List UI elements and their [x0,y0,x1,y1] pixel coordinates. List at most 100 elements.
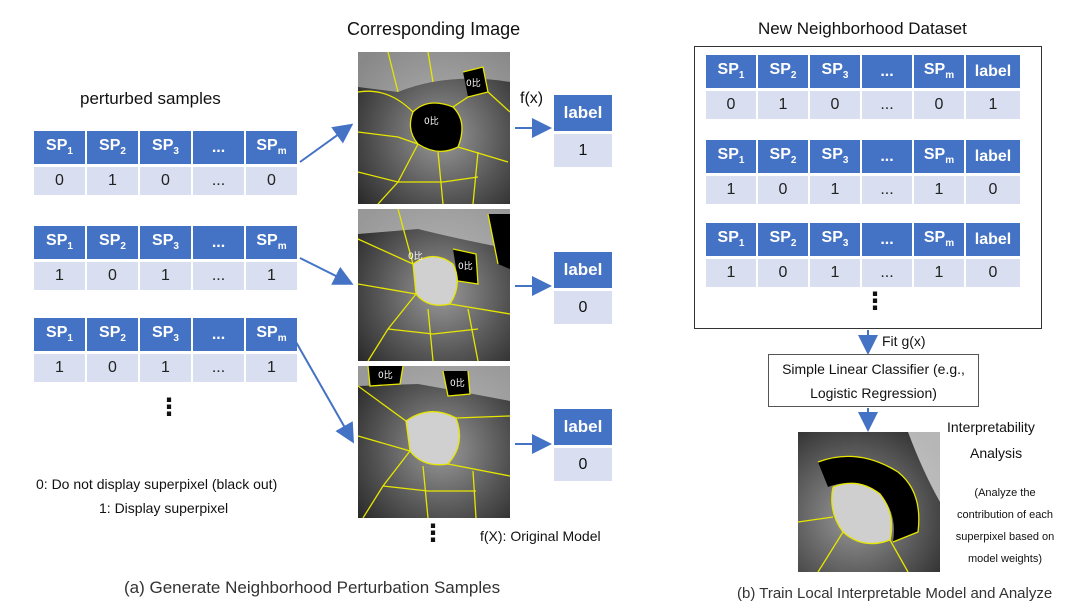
cell: 0 [706,88,756,119]
cell: ... [862,256,912,287]
cell: 0 [246,164,297,195]
cell: 0 [758,256,808,287]
label-header: label [554,409,612,445]
cell: 1 [140,259,191,290]
analysis-note-line: (Analyze the [974,487,1036,499]
cell: ... [862,88,912,119]
cell: 1 [246,259,297,290]
label-value: 0 [554,448,612,481]
cell: 1 [34,259,85,290]
fx-label: f(x) [520,90,544,107]
dataset-table-2: SP1 SP2 SP3 ... SPm label 1 0 1 ... 1 0 [704,140,1022,204]
cell: 1 [966,88,1020,119]
header-sp2: SP2 [758,223,808,256]
cell: 1 [810,256,860,287]
cell: ... [862,173,912,204]
header-sp3: SP3 [810,140,860,173]
legend-one: 1: Display superpixel [99,500,229,516]
cell: 1 [914,256,964,287]
image-mark: 0比 [424,115,439,127]
header-label: label [966,223,1020,256]
ct-image-1: 0比 0比 [358,52,510,204]
legend-zero: 0: Do not display superpixel (black out) [36,476,278,492]
header-spm: SPm [246,131,297,164]
perturbed-samples-title: perturbed samples [80,89,221,108]
header-ellipsis: ... [193,226,244,259]
image-mark: 0比 [450,377,465,389]
label-header: label [554,252,612,288]
header-ellipsis: ... [862,140,912,173]
header-spm: SPm [914,223,964,256]
cell: 0 [914,88,964,119]
analysis-note-line: contribution of each [956,509,1053,521]
header-sp2: SP2 [758,140,808,173]
image-mark: 0比 [408,250,423,262]
original-model-note: f(X): Original Model [480,528,601,544]
header-sp2: SP2 [87,226,138,259]
header-label: label [966,55,1020,88]
cell: 1 [810,173,860,204]
perturbed-sample-table-1: SP1 SP2 SP3 ... SPm 0 1 0 ... 0 [32,131,299,195]
cell: ... [193,164,244,195]
cell: 0 [140,164,191,195]
header-sp1: SP1 [706,140,756,173]
analysis-title-2: Analysis [970,445,1023,461]
arrow [299,123,354,163]
fit-label: Fit g(x) [882,333,926,349]
header-sp3: SP3 [140,131,191,164]
cell: 1 [758,88,808,119]
cell: 1 [246,351,297,382]
image-mark: 0比 [466,77,481,89]
cell: 1 [34,351,85,382]
label-value: 0 [554,291,612,324]
cell: 1 [914,173,964,204]
analysis-note: (Analyze the contribution of each superp… [940,482,1070,570]
header-sp2: SP2 [758,55,808,88]
cell: 1 [706,173,756,204]
label-value: 1 [554,134,612,167]
header-ellipsis: ... [862,223,912,256]
header-sp1: SP1 [34,131,85,164]
analysis-note-line: superpixel based on [955,531,1055,543]
cell: 1 [706,256,756,287]
arrow [295,341,354,444]
corresponding-image-title: Corresponding Image [347,19,521,39]
cell: 0 [966,256,1020,287]
cell: 0 [87,259,138,290]
dataset-frame [694,46,1042,329]
cell: ... [193,351,244,382]
perturbed-sample-table-2: SP1 SP2 SP3 ... SPm 1 0 1 ... 1 [32,226,299,290]
header-sp3: SP3 [140,226,191,259]
classifier-line-2: Logistic Regression) [810,385,937,401]
header-sp3: SP3 [810,55,860,88]
arrow [299,257,354,285]
image-mark: 0比 [378,369,393,381]
cell: 0 [87,351,138,382]
header-sp1: SP1 [706,223,756,256]
ct-image-2: 0比 0比 [358,209,510,361]
cell: 1 [87,164,138,195]
header-spm: SPm [914,140,964,173]
header-sp2: SP2 [87,131,138,164]
header-sp3: SP3 [140,318,191,351]
linear-classifier-box: Simple Linear Classifier (e.g., Logistic… [768,354,979,407]
header-ellipsis: ... [193,318,244,351]
cell: ... [193,259,244,290]
new-dataset-title: New Neighborhood Dataset [758,19,967,38]
vertical-ellipsis: ⋮ [863,288,887,315]
cell: 0 [758,173,808,204]
cell: 1 [140,351,191,382]
label-box-2: label 0 [554,252,612,324]
cell: 0 [966,173,1020,204]
cell: 0 [34,164,85,195]
dataset-table-1: SP1 SP2 SP3 ... SPm label 0 1 0 ... 0 1 [704,55,1022,119]
header-label: label [966,140,1020,173]
header-ellipsis: ... [193,131,244,164]
header-sp1: SP1 [706,55,756,88]
label-box-3: label 0 [554,409,612,481]
label-box-1: label 1 [554,95,612,167]
caption-b: (b) Train Local Interpretable Model and … [737,585,1053,602]
ct-image-3: 0比 0比 [358,366,510,518]
interpretability-image [798,432,940,572]
